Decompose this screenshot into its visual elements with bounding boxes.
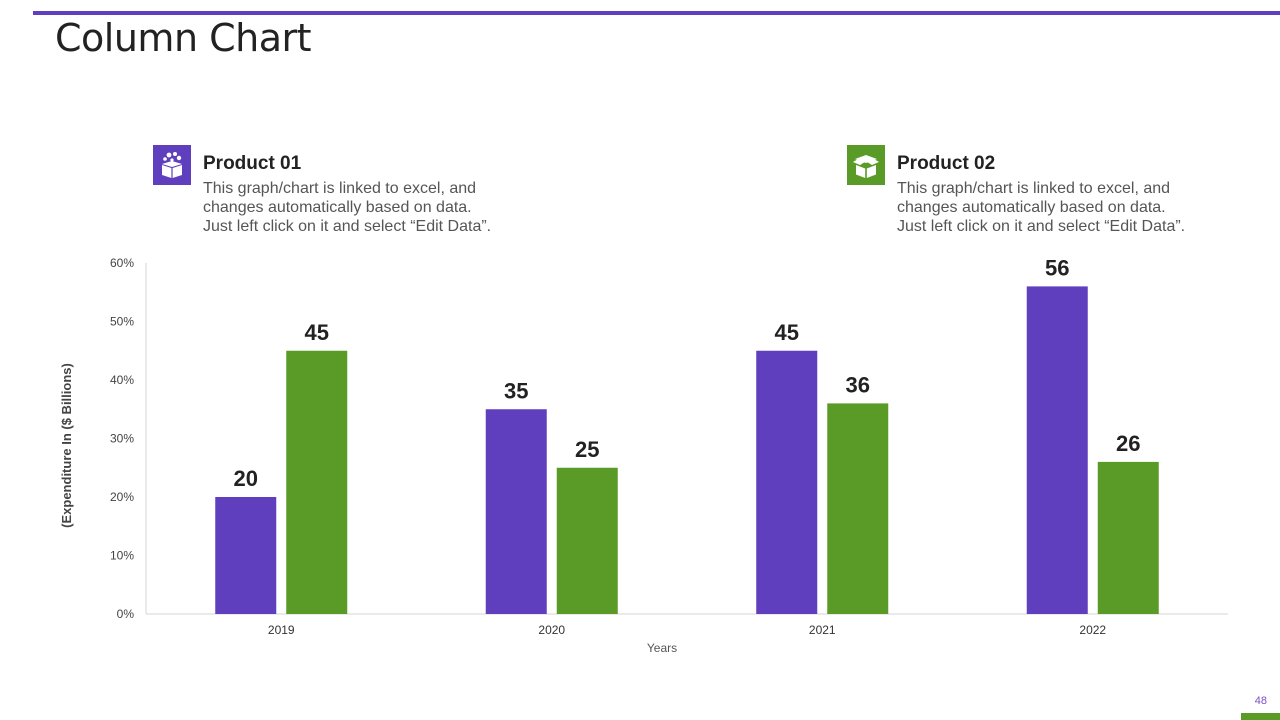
boxes-icon	[153, 145, 191, 185]
bar	[286, 350, 348, 614]
legend-description-line: Just left click on it and select “Edit D…	[897, 218, 1186, 235]
legend-name: Product 02	[897, 153, 996, 174]
open-box-icon	[847, 145, 885, 185]
legend-description: This graph/chart is linked to excel, and…	[203, 179, 523, 236]
data-label: 45	[775, 320, 799, 345]
legend-description-line: Just left click on it and select “Edit D…	[203, 218, 492, 235]
x-tick-label: 2021	[809, 623, 836, 637]
data-label: 25	[575, 437, 599, 462]
y-tick-label: 60%	[110, 256, 134, 270]
x-tick-label: 2022	[1079, 623, 1106, 637]
y-tick-label: 30%	[110, 432, 134, 446]
data-label: 56	[1045, 255, 1069, 280]
data-label: 36	[846, 372, 870, 397]
y-tick-label: 10%	[110, 549, 134, 563]
data-label: 45	[305, 320, 329, 345]
bar	[1097, 461, 1159, 614]
bar	[556, 467, 618, 614]
x-axis-title: Years	[647, 641, 677, 655]
legend-description: This graph/chart is linked to excel, and…	[897, 179, 1217, 236]
bar	[215, 497, 277, 614]
bar	[485, 409, 547, 614]
data-label: 35	[504, 378, 528, 403]
data-label: 20	[234, 466, 258, 491]
y-tick-label: 50%	[110, 315, 134, 329]
legend-description-line: This graph/chart is linked to excel, and	[897, 180, 1171, 197]
x-tick-label: 2020	[538, 623, 565, 637]
y-tick-label: 0%	[117, 607, 135, 621]
legend-name: Product 01	[203, 153, 302, 174]
bar	[827, 403, 889, 614]
y-tick-label: 40%	[110, 373, 134, 387]
top-accent-rule	[33, 11, 1280, 15]
y-axis-title: (Expenditure In ($ Billions)	[59, 363, 74, 528]
data-label: 26	[1116, 431, 1140, 456]
x-tick-label: 2019	[268, 623, 295, 637]
corner-accent-bar	[1241, 713, 1280, 720]
legend-description-line: changes automatically based on data.	[203, 199, 472, 216]
legend-description-line: This graph/chart is linked to excel, and	[203, 180, 477, 197]
legend-description-line: changes automatically based on data.	[897, 199, 1166, 216]
y-tick-label: 20%	[110, 490, 134, 504]
page-number: 48	[1254, 695, 1267, 707]
bar	[1026, 286, 1088, 614]
bar	[756, 350, 818, 614]
slide-title: Column Chart	[55, 16, 312, 60]
